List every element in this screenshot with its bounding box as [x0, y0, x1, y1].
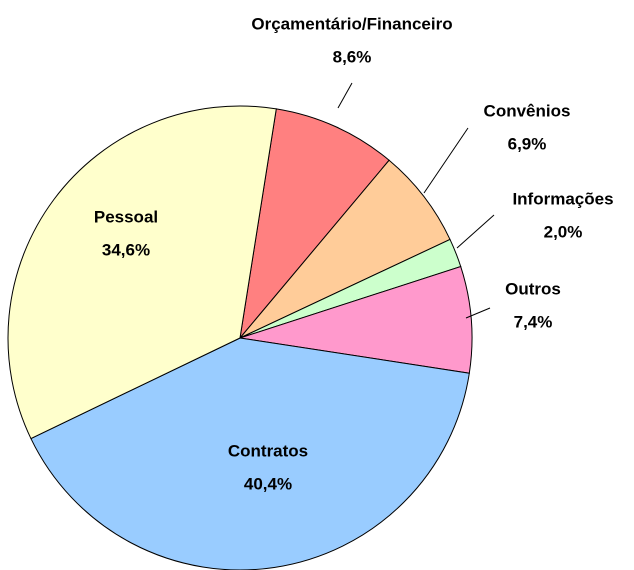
leader-line [456, 214, 495, 249]
value-label: 7,4% [514, 312, 553, 331]
category-label: Pessoal [94, 207, 158, 226]
category-label: Convênios [484, 101, 571, 120]
value-label: 34,6% [102, 240, 150, 259]
category-label: Contratos [228, 441, 308, 460]
category-label: Informações [512, 189, 613, 208]
value-label: 6,9% [508, 134, 547, 153]
category-label: Outros [505, 279, 561, 298]
value-label: 2,0% [544, 222, 583, 241]
leader-line [465, 307, 491, 319]
pie-slice [30, 337, 470, 570]
category-label: Orçamentário/Financeiro [251, 14, 452, 33]
pie-slice [239, 108, 390, 340]
leader-line [423, 127, 469, 194]
value-label: 8,6% [333, 47, 372, 66]
pie-slice [7, 105, 277, 440]
value-label: 40,4% [244, 474, 292, 493]
leader-line [337, 82, 353, 109]
